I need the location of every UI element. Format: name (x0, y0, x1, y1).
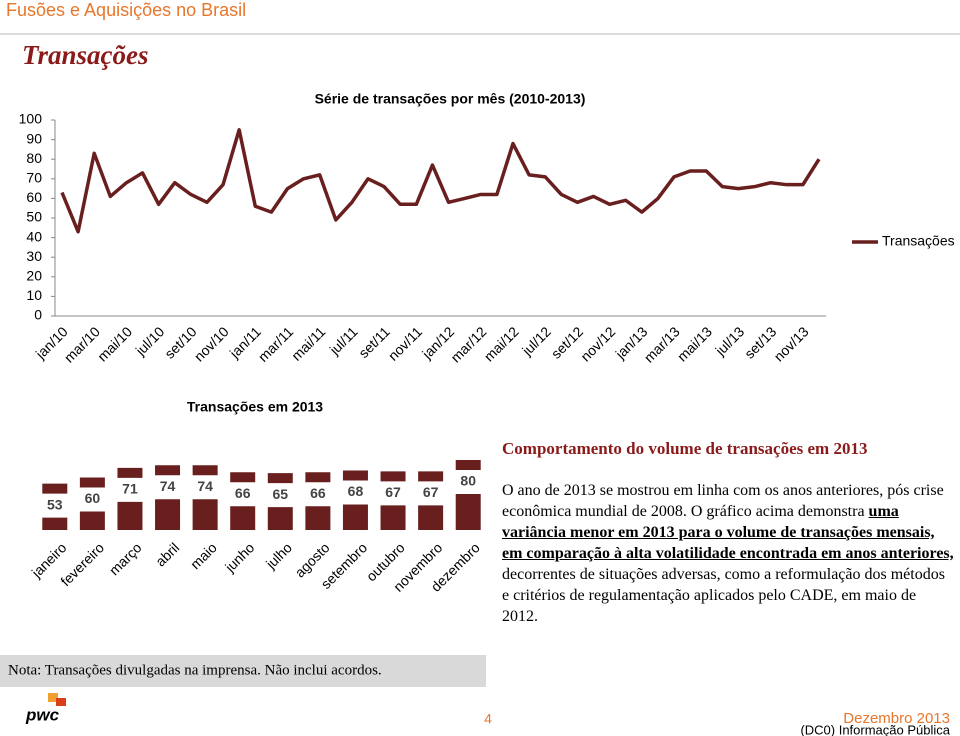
note-box (0, 655, 486, 687)
x-tick-label: julho (262, 539, 295, 572)
text: O ano de 2013 se mostrou em linha com os… (502, 482, 944, 520)
x-tick-label: mar/12 (447, 323, 489, 365)
value-label-bg (338, 480, 373, 505)
value-label-bg (413, 481, 448, 506)
y-tick-label: 60 (26, 189, 42, 205)
y-tick-label: 0 (34, 307, 42, 323)
y-tick-label: 90 (26, 130, 42, 146)
value-label-bg (263, 483, 298, 508)
x-tick-label: mar/13 (641, 323, 683, 365)
x-tick-label: abril (152, 539, 182, 569)
x-tick-label: jul/12 (518, 323, 554, 359)
value-label-bg (376, 481, 411, 506)
value-label: 60 (85, 490, 101, 506)
value-label: 66 (235, 485, 251, 501)
footer-class: (DC0) Informação Pública (800, 722, 950, 736)
x-tick-label: mai/13 (674, 323, 715, 364)
x-tick-label: março (106, 539, 145, 578)
x-tick-label: jul/10 (132, 323, 168, 359)
text: decorrentes de situações adversas, como … (502, 566, 945, 625)
x-tick-label: nov/10 (191, 323, 232, 364)
x-tick-label: jul/13 (712, 323, 748, 359)
x-tick-label: nov/12 (577, 323, 618, 364)
value-label-bg (37, 493, 72, 518)
value-label: 68 (348, 483, 364, 499)
value-label-bg (188, 475, 223, 500)
value-label: 65 (273, 486, 289, 502)
value-label-bg (225, 482, 260, 507)
y-tick-label: 50 (26, 209, 42, 225)
box-title: Comportamento do volume de transações em… (502, 439, 867, 458)
value-label: 80 (460, 473, 476, 489)
value-label: 74 (160, 478, 176, 494)
x-tick-label: jul/11 (326, 323, 361, 358)
value-label-bg (451, 470, 486, 494)
chart-title: Série de transações por mês (2010-2013) (315, 91, 586, 107)
legend-label: Transações (882, 233, 955, 249)
x-tick-label: mai/10 (94, 323, 135, 364)
footer-date: Dezembro 2013 (843, 710, 950, 727)
emphasis: uma variância menor em 2013 para o volum… (502, 503, 954, 562)
page-number: 4 (484, 711, 492, 727)
logo-block (48, 693, 58, 702)
x-tick-label: mar/11 (255, 323, 297, 365)
value-label: 66 (310, 485, 326, 501)
value-label: 71 (122, 481, 138, 497)
value-label: 67 (423, 484, 439, 500)
logo-block (56, 698, 66, 706)
y-tick-label: 80 (26, 150, 42, 166)
y-tick-label: 30 (26, 248, 42, 264)
chart-title: Transações em 2013 (187, 399, 323, 415)
paragraph: O ano de 2013 se mostrou em linha com os… (502, 480, 954, 627)
y-tick-label: 10 (26, 287, 42, 303)
value-label: 67 (385, 484, 401, 500)
y-tick-label: 70 (26, 170, 42, 186)
x-tick-label: mar/10 (61, 323, 103, 365)
series-line (60, 128, 821, 234)
value-label-bg (300, 482, 335, 507)
x-tick-label: mai/12 (481, 323, 522, 364)
x-tick-label: mai/11 (288, 323, 328, 363)
x-tick-label: nov/11 (385, 323, 425, 363)
section-title: Fusões e Aquisições no Brasil (6, 0, 246, 20)
y-tick-label: 20 (26, 268, 42, 284)
value-label-bg (112, 477, 147, 502)
x-tick-label: maio (187, 539, 220, 572)
value-label-bg (150, 475, 185, 500)
y-tick-label: 40 (26, 228, 42, 244)
value-label-bg (75, 487, 110, 512)
value-label: 74 (197, 478, 213, 494)
value-label: 53 (47, 496, 63, 512)
x-tick-label: junho (221, 539, 257, 575)
note: Nota: Transações divulgadas na imprensa.… (8, 662, 382, 678)
x-tick-label: nov/13 (771, 323, 812, 364)
y-tick-label: 100 (19, 111, 43, 127)
page-title: Transações (22, 40, 149, 70)
logo: pwc (25, 705, 60, 724)
